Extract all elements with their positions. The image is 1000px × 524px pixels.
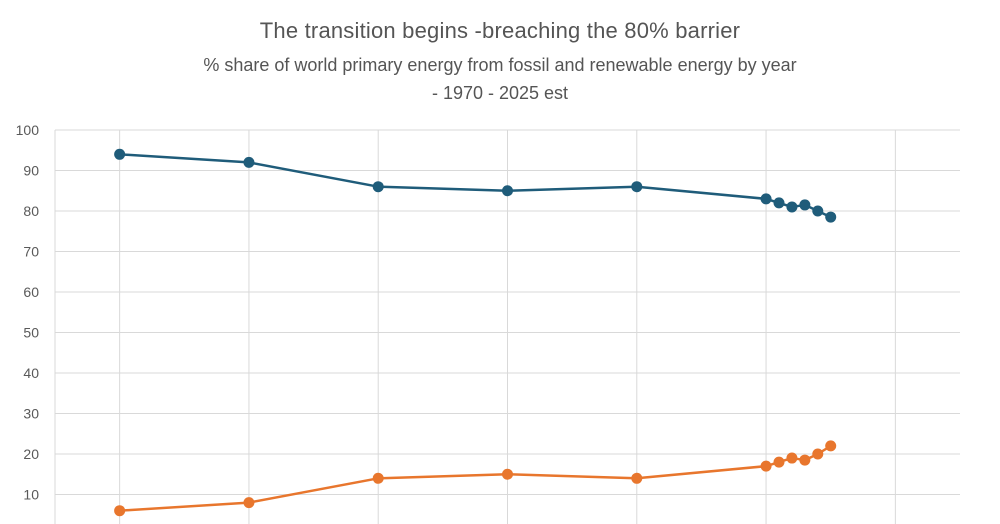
y-tick-label-10: 10 [23,487,39,503]
y-tick-label-100: 100 [16,122,40,138]
series-1-point-1980 [243,497,255,509]
chart-title: The transition begins -breaching the 80%… [259,18,741,43]
series-1-point-2020 [760,460,772,472]
series-1-point-2023 [799,454,811,466]
y-tick-label-40: 40 [23,365,39,381]
y-tick-label-30: 30 [23,406,39,422]
series-0-point-2000 [502,185,513,197]
y-tick-label-70: 70 [23,244,39,260]
grid-layer [54,129,960,524]
series-1-point-2025 [825,440,837,452]
series-0-point-2020 [760,193,772,205]
y-tick-label-90: 90 [23,163,39,179]
y-tick-label-20: 20 [23,446,39,462]
series-0-point-1980 [243,156,255,168]
series-0-point-1990 [372,181,384,193]
series-0-point-2024 [812,205,824,217]
series-0-point-2021 [773,197,785,209]
series-1-point-2010 [631,472,643,484]
series-line-0 [119,153,832,219]
series-1-point-1970 [114,505,126,517]
chart-subtitle-line2: - 1970 - 2025 est [431,83,569,103]
series-0-point-2010 [631,181,643,193]
y-tick-label-60: 60 [23,284,39,300]
series-1-point-2024 [812,448,824,460]
chart-subtitle-line1: % share of world primary energy from fos… [203,55,797,75]
series-1-point-2021 [773,456,785,468]
series-1-point-2000 [502,468,513,480]
series-0-point-2025 [825,211,837,223]
y-tick-label-50: 50 [23,325,39,341]
y-tick-label-80: 80 [23,203,39,219]
series-1-point-1990 [372,472,384,484]
series-0-point-1970 [114,148,126,160]
series-layer [114,148,837,517]
y-axis-tick-labels: 10 20 30 40 50 60 70 80 90 100 [16,122,40,503]
series-1-point-2022 [786,452,798,464]
series-0-point-2022 [786,201,798,213]
series-0-point-2023 [799,199,811,211]
series-line-1 [119,444,832,512]
